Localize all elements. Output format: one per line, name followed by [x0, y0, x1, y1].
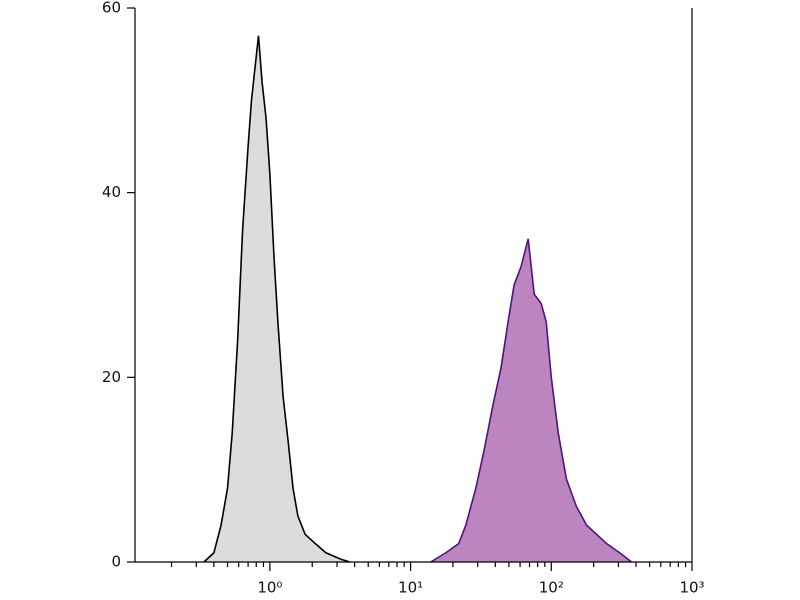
- x-tick-label: 10³: [679, 579, 704, 597]
- x-tick-label: 10¹: [398, 579, 423, 597]
- x-tick-label: 10⁰: [257, 579, 282, 597]
- histogram-fill: [203, 35, 350, 562]
- y-tick-label: 0: [111, 553, 121, 571]
- x-tick-label: 10²: [539, 579, 564, 597]
- histogram-line: [203, 35, 351, 563]
- histogram-fill: [430, 238, 632, 563]
- y-tick-label: 40: [102, 183, 121, 201]
- y-tick-label: 20: [102, 368, 121, 386]
- histogram-line: [430, 238, 633, 563]
- y-tick-label: 60: [102, 0, 121, 17]
